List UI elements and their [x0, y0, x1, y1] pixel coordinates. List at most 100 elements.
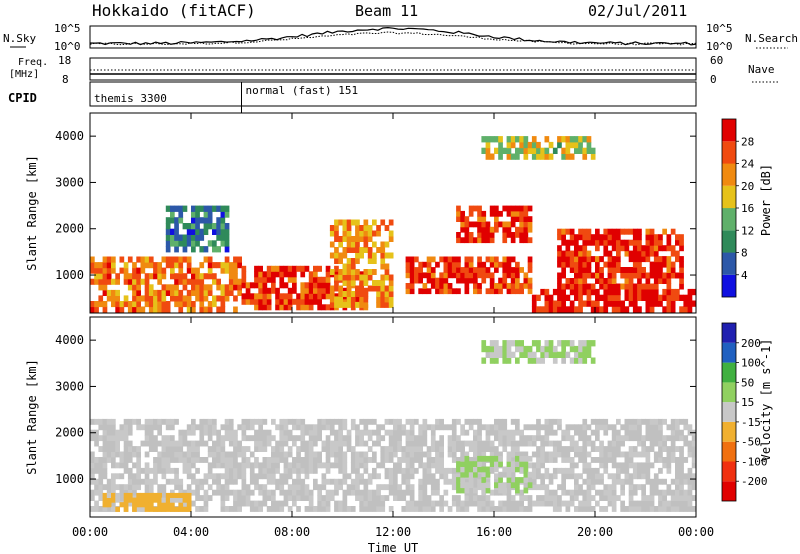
heatmap-cell — [283, 271, 289, 278]
heatmap-cell — [494, 506, 499, 512]
heatmap-cell — [191, 246, 196, 253]
heatmap-cell — [203, 489, 209, 496]
heatmap-cell — [510, 221, 516, 228]
heatmap-cell — [464, 440, 470, 447]
heatmap-cell — [363, 500, 369, 507]
heatmap-cell — [304, 484, 310, 491]
heatmap-cell — [531, 467, 537, 474]
heatmap-cell — [649, 234, 655, 241]
heatmap-cell — [212, 429, 217, 436]
heatmap-cell — [439, 500, 444, 507]
heatmap-cell — [111, 484, 116, 491]
heatmap-cell — [430, 429, 436, 436]
heatmap-cell — [144, 497, 150, 503]
heatmap-cell — [283, 418, 289, 425]
heatmap-cell — [123, 429, 129, 436]
heatmap-cell — [287, 304, 293, 311]
heatmap-cell — [527, 440, 533, 447]
heatmap-cell — [468, 471, 474, 478]
heatmap-cell — [241, 457, 247, 463]
heatmap-cell — [658, 239, 663, 246]
heatmap-cell — [308, 282, 314, 289]
heatmap-cell — [405, 429, 411, 436]
heatmap-cell — [115, 295, 120, 302]
heatmap-cell — [557, 500, 562, 507]
heatmap-cell — [224, 435, 230, 442]
heatmap-cell — [502, 351, 508, 358]
heatmap-cell — [422, 462, 428, 469]
heatmap-cell — [637, 278, 642, 284]
heatmap-cell — [569, 424, 575, 431]
heatmap-cell — [224, 228, 230, 235]
heatmap-cell — [136, 492, 141, 498]
heatmap-cell — [641, 256, 646, 263]
heatmap-cell — [334, 451, 339, 458]
heatmap-cell — [578, 234, 583, 241]
heatmap-cell — [254, 473, 259, 480]
heatmap-cell — [186, 506, 192, 512]
heatmap-cell — [363, 506, 369, 512]
heatmap-cell — [266, 473, 272, 480]
heatmap-cell — [527, 283, 533, 289]
heatmap-cell — [418, 506, 423, 512]
heatmap-cell — [106, 262, 112, 269]
heatmap-cell — [393, 473, 398, 480]
heatmap-cell — [426, 256, 432, 263]
heatmap-cell — [115, 492, 120, 498]
heatmap-cell — [119, 301, 125, 308]
heatmap-cell — [498, 147, 503, 154]
colorbar-swatch — [722, 141, 736, 164]
heatmap-cell — [515, 216, 520, 222]
heatmap-cell — [637, 272, 642, 279]
heatmap-cell — [451, 467, 457, 474]
heatmap-cell — [334, 484, 339, 491]
heatmap-cell — [186, 228, 192, 235]
heatmap-cell — [515, 466, 520, 473]
heatmap-cell — [616, 446, 621, 452]
heatmap-cell — [489, 455, 495, 462]
heatmap-cell — [460, 440, 465, 447]
heatmap-cell — [203, 429, 209, 436]
heatmap-cell — [506, 467, 512, 474]
heatmap-cell — [632, 245, 638, 252]
heatmap-cell — [363, 247, 369, 253]
heatmap-cell — [557, 300, 562, 307]
heatmap-cell — [561, 478, 566, 485]
heatmap-cell — [207, 217, 213, 224]
heatmap-cell — [426, 272, 432, 279]
heatmap-cell — [262, 446, 268, 452]
heatmap-cell — [430, 457, 436, 463]
heatmap-cell — [510, 435, 516, 442]
heatmap-cell — [502, 261, 508, 268]
heatmap-cell — [325, 418, 331, 425]
heatmap-cell — [447, 467, 453, 474]
heatmap-cell — [203, 506, 209, 512]
heatmap-cell — [641, 288, 646, 296]
heatmap-cell — [350, 451, 356, 458]
heatmap-cell — [409, 506, 415, 512]
heatmap-cell — [658, 245, 663, 252]
heatmap-cell — [191, 240, 196, 247]
heatmap-cell — [586, 495, 592, 501]
heatmap-cell — [523, 451, 529, 458]
heatmap-cell — [569, 141, 575, 149]
heatmap-cell — [94, 262, 99, 269]
heatmap-cell — [275, 298, 280, 305]
heatmap-cell — [435, 451, 440, 458]
heatmap-cell — [561, 228, 566, 235]
heatmap-cell — [531, 440, 537, 447]
heatmap-cell — [258, 293, 263, 300]
heatmap-cell — [308, 271, 314, 278]
heatmap-cell — [409, 424, 415, 431]
heatmap-cell — [292, 298, 297, 305]
heatmap-cell — [586, 234, 592, 241]
heatmap-cell — [569, 500, 575, 507]
heatmap-cell — [506, 471, 512, 478]
heatmap-cell — [430, 500, 436, 507]
heatmap-cell — [258, 462, 263, 469]
heatmap-cell — [313, 440, 318, 447]
heatmap-cell — [191, 418, 196, 425]
heatmap-cell — [569, 446, 575, 452]
heatmap-cell — [115, 484, 120, 491]
